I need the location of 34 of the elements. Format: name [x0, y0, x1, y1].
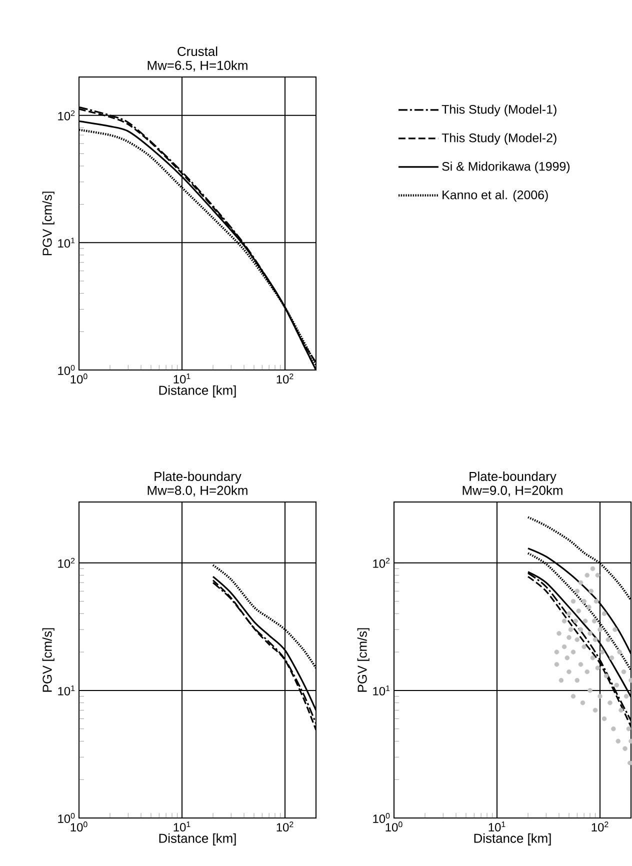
y-axis-title: PGV [cm/s]: [42, 192, 54, 256]
y-axis-title: PGV [cm/s]: [357, 628, 370, 692]
x-axis-title: Distance [km]: [474, 833, 551, 846]
x-tick-label: 10$^{2}$: [592, 822, 608, 832]
y-tick-label: 10$^{2}$: [373, 558, 390, 568]
legend-label: This Study (Model-2): [442, 133, 556, 145]
legend-label: Si & Midorikawa (1999): [442, 162, 570, 174]
x-tick-label: 10$^{0}$: [386, 822, 402, 832]
x-tick-label: 10$^{0}$: [70, 374, 88, 384]
chart-title: Crustal: [178, 46, 218, 56]
chart-title: Plate-boundary: [154, 472, 242, 484]
x-axis-title: Distance [km]: [159, 833, 236, 846]
chart-subtitle: Mw=8.0, H=20km: [148, 485, 248, 497]
x-tick-label: 10$^{1}$: [174, 822, 190, 832]
y-tick-label: 10$^{1}$: [373, 685, 390, 696]
y-tick-label: 10$^{0}$: [58, 364, 75, 376]
chart-title: Plate-boundary: [470, 472, 556, 484]
x-tick-label: 10$^{0}$: [70, 822, 88, 832]
y-axis-title: PGV [cm/s]: [42, 628, 54, 692]
chart-subtitle: Mw=9.0, H=20km: [462, 485, 562, 497]
legend-label: Kanno et al. (2006): [442, 190, 548, 202]
legend-label: This Study (Model-1): [442, 104, 556, 116]
chart-subtitle: Mw=6.5, H=10km: [148, 60, 248, 72]
y-tick-label: 10$^{0}$: [373, 813, 390, 824]
x-tick-label: 10$^{1}$: [488, 822, 506, 832]
x-axis-title: Distance [km]: [159, 385, 236, 398]
x-tick-label: 10$^{1}$: [174, 374, 190, 384]
y-tick-label: 10$^{1}$: [58, 238, 75, 248]
y-tick-label: 10$^{0}$: [58, 813, 75, 824]
x-tick-label: 10$^{2}$: [276, 374, 294, 384]
y-tick-label: 10$^{1}$: [58, 685, 75, 696]
x-tick-label: 10$^{2}$: [276, 822, 294, 832]
y-tick-label: 10$^{2}$: [58, 110, 75, 120]
y-tick-label: 10$^{2}$: [58, 558, 75, 568]
